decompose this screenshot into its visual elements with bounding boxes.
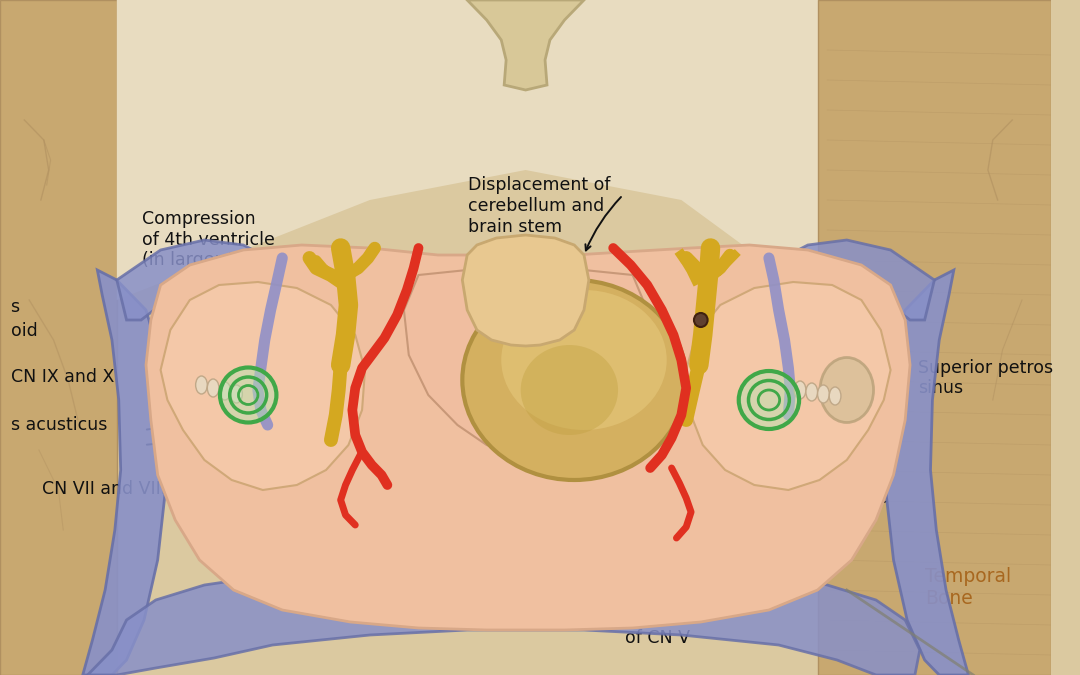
Polygon shape: [462, 235, 589, 346]
Polygon shape: [0, 0, 1051, 675]
Ellipse shape: [501, 290, 666, 430]
Text: CN VII: CN VII: [659, 524, 712, 542]
Text: AICA: AICA: [408, 511, 449, 529]
Polygon shape: [883, 270, 969, 675]
Ellipse shape: [219, 382, 231, 400]
Text: Temporal
Bone: Temporal Bone: [926, 567, 1011, 608]
Polygon shape: [0, 0, 117, 675]
Polygon shape: [87, 568, 920, 675]
Polygon shape: [117, 0, 818, 300]
Text: Compression
of 4th ventricle
(in larger tumors): Compression of 4th ventricle (in larger …: [141, 210, 296, 269]
Ellipse shape: [820, 358, 874, 423]
Polygon shape: [468, 0, 584, 90]
Polygon shape: [117, 240, 282, 320]
Ellipse shape: [231, 385, 242, 403]
Polygon shape: [161, 282, 365, 490]
Text: EAC: EAC: [853, 489, 889, 507]
Ellipse shape: [207, 379, 219, 397]
Polygon shape: [404, 268, 647, 455]
Text: Superior petros
sinus: Superior petros sinus: [918, 358, 1053, 398]
Text: s: s: [11, 298, 19, 316]
Polygon shape: [818, 0, 1051, 675]
Ellipse shape: [806, 383, 818, 401]
Ellipse shape: [739, 371, 799, 429]
Text: CN VII and VIII: CN VII and VIII: [42, 481, 166, 498]
Ellipse shape: [195, 376, 207, 394]
Text: CN IX and X: CN IX and X: [11, 368, 113, 385]
Text: Displacement of
cerebellum and
brain stem: Displacement of cerebellum and brain ste…: [468, 176, 610, 236]
Text: IAC: IAC: [735, 489, 765, 507]
Ellipse shape: [794, 381, 806, 399]
Ellipse shape: [462, 280, 686, 480]
Ellipse shape: [521, 345, 618, 435]
Ellipse shape: [829, 387, 841, 405]
Text: of CN V: of CN V: [625, 629, 690, 647]
Ellipse shape: [694, 313, 707, 327]
Text: CN V: CN V: [224, 568, 267, 586]
Polygon shape: [146, 245, 910, 630]
Ellipse shape: [220, 367, 276, 423]
Polygon shape: [83, 270, 167, 675]
Polygon shape: [769, 240, 934, 320]
Ellipse shape: [818, 385, 829, 403]
Text: oid: oid: [11, 322, 38, 340]
Polygon shape: [686, 282, 891, 490]
Text: s acusticus: s acusticus: [11, 416, 107, 434]
